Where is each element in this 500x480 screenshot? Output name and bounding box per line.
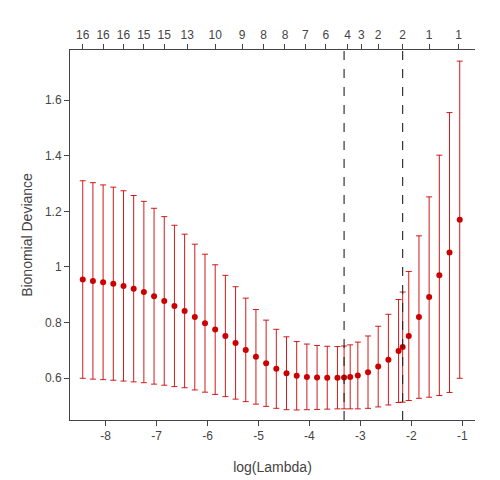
svg-text:1.2: 1.2 — [45, 205, 62, 219]
svg-text:3: 3 — [358, 28, 365, 42]
svg-text:8: 8 — [260, 28, 267, 42]
svg-text:-5: -5 — [253, 429, 264, 443]
svg-text:10: 10 — [209, 28, 223, 42]
svg-text:1: 1 — [426, 28, 433, 42]
svg-text:7: 7 — [302, 28, 309, 42]
svg-text:16: 16 — [76, 28, 90, 42]
svg-text:Bionomial Deviance: Bionomial Deviance — [19, 173, 35, 297]
svg-text:9: 9 — [239, 28, 246, 42]
svg-text:-4: -4 — [304, 429, 315, 443]
svg-text:0.6: 0.6 — [45, 371, 62, 385]
svg-text:log(Lambda): log(Lambda) — [233, 459, 312, 475]
svg-text:4: 4 — [344, 28, 351, 42]
svg-text:-3: -3 — [355, 429, 366, 443]
svg-text:16: 16 — [117, 28, 131, 42]
svg-text:16: 16 — [96, 28, 110, 42]
svg-text:2: 2 — [399, 28, 406, 42]
svg-text:6: 6 — [322, 28, 329, 42]
svg-text:-7: -7 — [151, 429, 162, 443]
svg-text:-8: -8 — [100, 429, 111, 443]
svg-text:-2: -2 — [406, 429, 417, 443]
svg-text:1: 1 — [455, 28, 462, 42]
svg-text:8: 8 — [282, 28, 289, 42]
svg-text:13: 13 — [180, 28, 194, 42]
svg-text:15: 15 — [158, 28, 172, 42]
svg-text:1: 1 — [55, 260, 62, 274]
svg-text:1.4: 1.4 — [45, 149, 62, 163]
svg-text:1.6: 1.6 — [45, 93, 62, 107]
svg-text:15: 15 — [137, 28, 151, 42]
svg-text:0.8: 0.8 — [45, 316, 62, 330]
svg-text:2: 2 — [375, 28, 382, 42]
svg-text:-1: -1 — [457, 429, 468, 443]
svg-text:-6: -6 — [202, 429, 213, 443]
